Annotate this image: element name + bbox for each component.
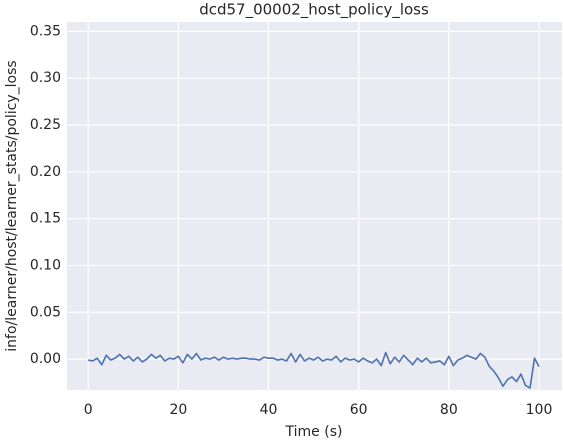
x-tick-label: 0 [84,402,93,418]
y-tick-label: 0.20 [30,164,61,180]
y-tick-label: 0.15 [30,211,61,227]
x-tick-label: 40 [260,402,278,418]
x-tick-label: 100 [526,402,553,418]
x-tick-label: 60 [350,402,368,418]
y-tick-label: 0.25 [30,117,61,133]
y-tick-label: 0.30 [30,70,61,86]
y-tick-label: 0.05 [30,304,61,320]
y-tick-label: 0.10 [30,257,61,273]
plot-area [67,22,562,390]
data-line [88,351,540,389]
y-tick-label: 0.35 [30,23,61,39]
y-tick-label: 0.00 [30,351,61,367]
x-tick-label: 20 [169,402,187,418]
chart-title: dcd57_00002_host_policy_loss [199,1,429,20]
y-axis-label: info/learner/host/learner_stats/policy_l… [4,60,20,351]
x-axis-label: Time (s) [285,424,343,440]
x-tick-label: 80 [440,402,458,418]
